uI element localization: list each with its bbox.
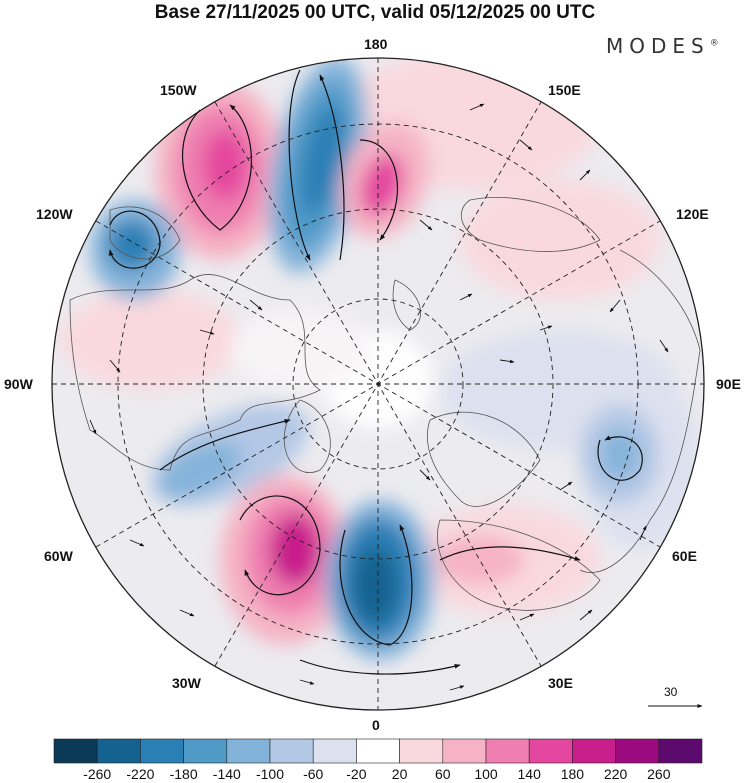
bering-negative-core [301, 106, 343, 214]
colorbar-tick-label: -60 [303, 766, 324, 782]
longitude-label-90e: 90E [716, 376, 741, 392]
longitude-label-30w: 30W [172, 675, 201, 691]
longitude-label-120e: 120E [676, 206, 709, 222]
colorbar-swatch [658, 738, 703, 764]
map-title: Base 27/11/2025 00 UTC, valid 05/12/2025… [154, 2, 596, 23]
wind-vectors [89, 103, 669, 691]
central-asia-negative-inner [600, 430, 640, 480]
longitude-label-150w: 150W [160, 82, 197, 98]
colorbar-swatch [399, 738, 444, 764]
colorbar-swatch [312, 738, 357, 764]
colorbar-swatch [96, 738, 141, 764]
colorbar-swatch [269, 738, 314, 764]
brand-logo: MODES® [606, 34, 719, 58]
colorbar-tick-label: 260 [647, 766, 671, 782]
streamlines [108, 69, 643, 675]
colorbar-tick-label: 100 [474, 766, 498, 782]
colorbar-swatch [572, 738, 616, 764]
east-siberia-positive-core [360, 154, 404, 216]
colorbar-tick-label: -220 [126, 766, 155, 782]
longitude-label-60e: 60E [672, 548, 697, 564]
colorbar-swatch [485, 738, 530, 764]
colorbar-swatch [53, 738, 98, 764]
europe-positive-inner [435, 535, 525, 585]
colorbar-swatch [140, 738, 184, 764]
anomaly-field [52, 58, 704, 710]
colorbar-tick-label: 180 [560, 766, 585, 782]
colorbar-swatch [442, 738, 487, 764]
colorbar-tick-label: 60 [435, 766, 451, 782]
north-atlantic-negative-core [158, 442, 242, 498]
colorbar-swatch [528, 738, 573, 764]
gulf-of-alaska-negative-core [107, 220, 157, 270]
reference-vector-label: 30 [664, 685, 678, 699]
graticule [51, 57, 705, 711]
colorbar-tick-label: 220 [603, 766, 628, 782]
longitude-label-120w: 120W [36, 206, 73, 222]
longitude-label-0: 0 [372, 717, 380, 733]
colorbar-swatch [356, 738, 400, 764]
brand-registered-mark: ® [709, 38, 719, 49]
colorbar [53, 738, 703, 764]
colorbar-tick-label: -260 [83, 766, 112, 782]
colorbar-tick-label: 140 [517, 766, 541, 782]
colorbar-tick-label: -20 [346, 766, 367, 782]
mid-atlantic-positive-core [270, 515, 320, 585]
colorbar-swatch [226, 738, 271, 764]
colorbar-tick-label: 20 [391, 766, 408, 782]
aleutian-positive-core [203, 130, 247, 200]
asia-light-positive [460, 180, 660, 300]
colorbar-swatch [615, 738, 660, 764]
brand-name: MODES [606, 34, 710, 58]
longitude-label-30e: 30E [548, 675, 573, 691]
colorbar-tick-label: -140 [212, 766, 241, 782]
colorbar-tick-label: -100 [255, 766, 285, 782]
longitude-label-150e: 150E [548, 82, 581, 98]
northeast-atlantic-negative-core [353, 547, 397, 623]
longitude-label-90w: 90W [4, 376, 33, 392]
longitude-label-180: 180 [364, 36, 388, 52]
longitude-label-60w: 60W [44, 548, 73, 564]
colorbar-tick-label: -180 [169, 766, 198, 782]
canada-light-positive [60, 290, 240, 390]
colorbar-swatch [183, 738, 228, 764]
